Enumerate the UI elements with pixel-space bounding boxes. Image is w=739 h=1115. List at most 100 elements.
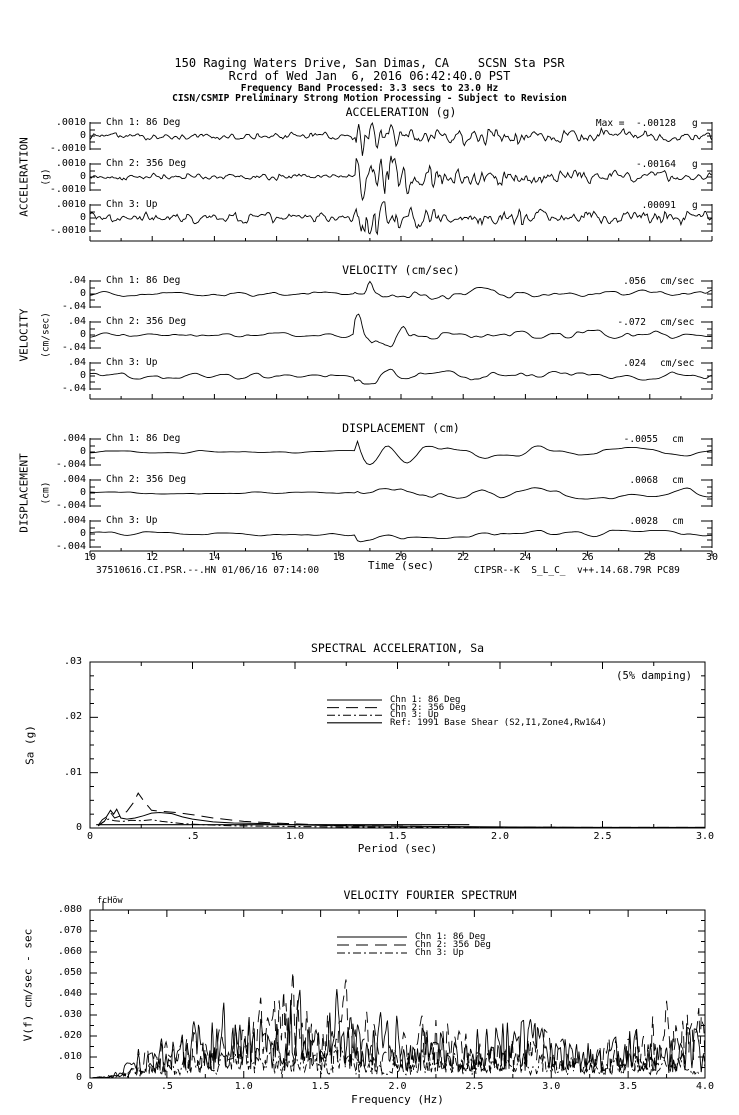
- frequency-axis-label: Frequency (Hz): [351, 1093, 444, 1106]
- vf-y-tick-label: 0: [75, 1072, 82, 1083]
- vf-y-tick-label: .030: [57, 1009, 82, 1020]
- peak-value: -.0055: [623, 434, 658, 445]
- acceleration-panel: [89, 121, 713, 242]
- sa-x-tick-label: 3.0: [695, 831, 715, 842]
- time-tick-label: 12: [146, 552, 159, 563]
- vf-y-tick-label: .010: [57, 1051, 82, 1062]
- channel-label: Chn 3: Up: [106, 199, 158, 210]
- processing-version-footer: CIPSR--K S_L_C_ v++.14.68.79R PC89: [474, 565, 680, 576]
- vf-x-tick-label: 2.5: [465, 1081, 484, 1092]
- peak-unit: g: [692, 159, 698, 170]
- y-tick-label: .04: [67, 357, 86, 368]
- peak-value: Max = -.00128: [595, 118, 676, 129]
- corner-frequency-marker: fcHöw: [97, 896, 123, 906]
- time-tick-label: 24: [519, 552, 532, 563]
- legend-label: Chn 1: 86 Deg: [415, 932, 486, 942]
- peak-value: -.072: [617, 317, 646, 328]
- vf-x-tick-label: 0: [86, 1081, 94, 1092]
- y-tick-label: -.004: [55, 459, 86, 470]
- peak-value: .00091: [641, 200, 676, 211]
- acceleration-axis-label: ACCELERATION: [17, 137, 31, 217]
- fourier-spectrum-title: VELOCITY FOURIER SPECTRUM: [343, 888, 517, 902]
- time-tick-label: 16: [270, 552, 283, 563]
- time-tick-label: 14: [208, 552, 221, 563]
- y-tick-label: 0: [79, 130, 86, 141]
- vf-x-tick-label: 1.5: [311, 1081, 330, 1092]
- peak-unit: cm: [672, 516, 684, 527]
- time-axis-label: Time (sec): [367, 559, 435, 572]
- channel-label: Chn 3: Up: [106, 515, 158, 526]
- y-tick-label: .0010: [55, 158, 86, 169]
- peak-value: -.00164: [635, 159, 676, 170]
- processing-disclaimer: CISN/CSMIP Preliminary Strong Motion Pro…: [172, 93, 567, 104]
- legend-label: Chn 1: 86 Deg: [390, 695, 461, 705]
- sa-x-tick-label: 2.0: [490, 831, 510, 842]
- vf-y-tick-label: .060: [57, 946, 82, 957]
- y-tick-label: -.0010: [49, 143, 86, 154]
- y-tick-label: -.0010: [49, 184, 86, 195]
- sa-x-tick-label: 2.5: [593, 831, 612, 842]
- vf-y-tick-label: .050: [57, 967, 82, 978]
- displacement-axis-label: DISPLACEMENT: [17, 453, 31, 533]
- y-tick-label: .0010: [55, 117, 86, 128]
- peak-unit: cm: [672, 475, 684, 486]
- y-tick-label: 0: [79, 528, 86, 539]
- vf-x-tick-label: 2.0: [388, 1081, 407, 1092]
- vf-y-tick-label: .080: [57, 904, 82, 915]
- peak-unit: cm/sec: [660, 358, 695, 369]
- station-title: 150 Raging Waters Drive, San Dimas, CA S…: [174, 56, 565, 70]
- time-tick-label: 28: [643, 552, 656, 563]
- y-tick-label: .0010: [55, 199, 86, 210]
- peak-unit: cm/sec: [660, 276, 695, 287]
- y-tick-label: 0: [79, 171, 86, 182]
- legend-label: Chn 2: 356 Deg: [390, 702, 466, 713]
- y-tick-label: .04: [67, 316, 86, 327]
- sa-axis-label: Sa (g): [23, 725, 37, 765]
- y-tick-label: -.0010: [49, 225, 86, 236]
- y-tick-label: 0: [79, 370, 86, 381]
- peak-unit: g: [692, 200, 698, 211]
- sa-y-tick-label: .02: [63, 711, 82, 723]
- record-id-footer: 37510616.CI.PSR.--.HN 01/06/16 07:14:00: [96, 565, 320, 576]
- vf-y-tick-label: .070: [57, 925, 82, 936]
- y-tick-label: -.004: [55, 500, 86, 511]
- legend-label: Chn 3: Up: [390, 710, 439, 721]
- sa-y-tick-label: 0: [75, 822, 82, 833]
- peak-unit: g: [692, 118, 698, 129]
- spectral-acceleration-title: SPECTRAL ACCELERATION, Sa: [310, 641, 485, 655]
- y-tick-label: 0: [79, 288, 86, 299]
- peak-unit: cm: [672, 434, 684, 445]
- y-tick-label: -.04: [61, 342, 86, 353]
- channel-label: Chn 1: 86 Deg: [106, 433, 181, 444]
- sa-x-tick-label: 1.0: [285, 831, 305, 842]
- spectral-acceleration-plot: [89, 661, 706, 829]
- sa-x-tick-label: .5: [186, 831, 199, 842]
- channel-label: Chn 2: 356 Deg: [106, 474, 187, 485]
- channel-label: Chn 1: 86 Deg: [106, 275, 181, 286]
- velocity-fourier-plot: [89, 901, 706, 1079]
- frequency-band-note: Frequency Band Processed: 3.3 secs to 23…: [240, 83, 499, 94]
- vf-y-tick-label: .020: [57, 1030, 82, 1041]
- y-tick-label: 0: [79, 212, 86, 223]
- y-tick-label: -.004: [55, 541, 86, 552]
- vf-x-tick-label: 3.5: [619, 1081, 638, 1092]
- legend-label: Chn 3: Up: [415, 948, 464, 958]
- velocity-panel-title: VELOCITY (cm/sec): [342, 263, 460, 277]
- peak-value: .0068: [629, 475, 658, 486]
- y-tick-label: 0: [79, 446, 86, 457]
- time-tick-label: 10: [83, 552, 97, 563]
- displacement-panel: [89, 438, 713, 556]
- y-tick-label: 0: [79, 329, 86, 340]
- vf-axis-label: V(f) cm/sec - sec: [21, 928, 35, 1042]
- vf-x-tick-label: 4.0: [695, 1081, 715, 1092]
- channel-label: Chn 1: 86 Deg: [106, 117, 181, 128]
- velocity-panel: [89, 280, 713, 400]
- sa-x-tick-label: 1.5: [388, 831, 407, 842]
- vf-x-tick-label: 1.0: [234, 1081, 253, 1092]
- sa-x-tick-label: 0: [86, 831, 94, 842]
- peak-unit: cm/sec: [660, 317, 695, 328]
- y-tick-label: .004: [61, 474, 86, 485]
- channel-label: Chn 2: 356 Deg: [106, 316, 187, 327]
